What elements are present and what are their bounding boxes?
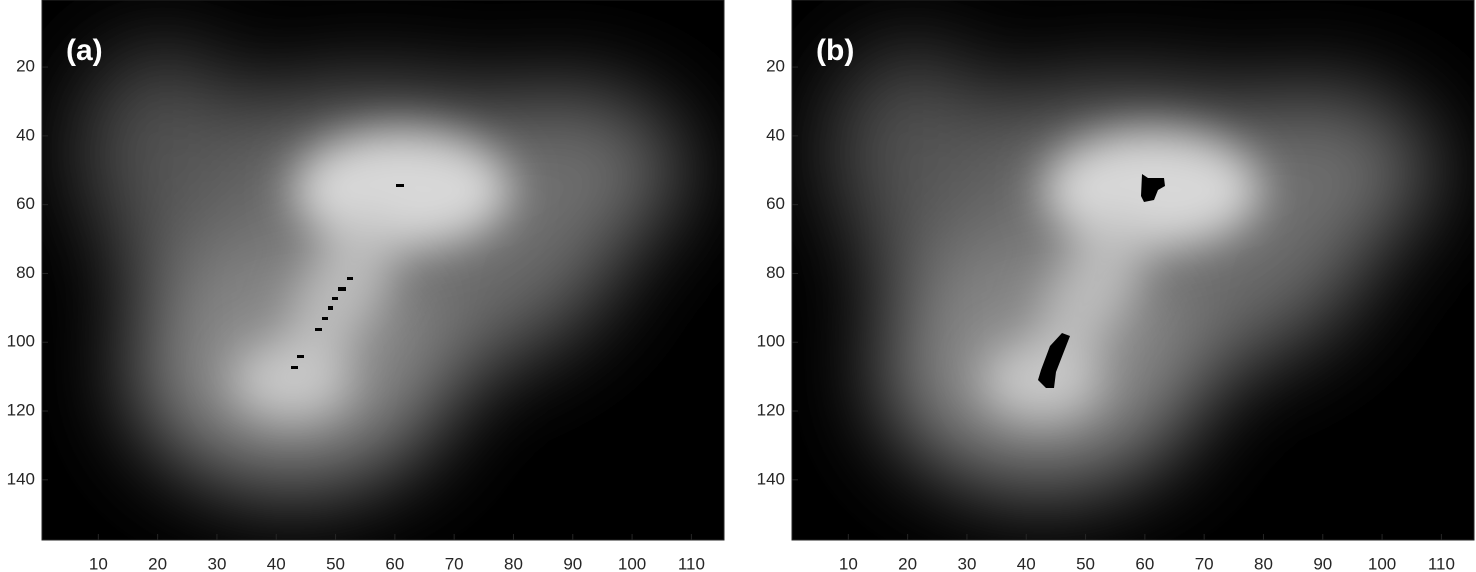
y-tick-label: 100	[757, 332, 785, 351]
panel-a: 10 20 30 40 50 60 70 80 90 100 110 20 40 60 80 100 120 14…	[7, 0, 725, 572]
y-tick-label: 100	[7, 332, 35, 351]
x-tick-label: 50	[326, 554, 345, 572]
y-tick-label: 40	[766, 125, 785, 144]
y-tick-label: 80	[16, 263, 35, 282]
y-tick-label: 120	[7, 401, 35, 420]
x-tick-label: 90	[563, 554, 582, 572]
x-tick-label: 30	[957, 554, 976, 572]
x-tick-label: 60	[1135, 554, 1154, 572]
panel-b: 10 20 30 40 50 60 70 80 90 100 110 20 40 60 80 100 120 14…	[757, 0, 1475, 572]
y-tick-label: 140	[757, 469, 785, 488]
x-tick-label: 10	[839, 554, 858, 572]
x-tick-label: 10	[89, 554, 108, 572]
y-tick-label: 80	[766, 263, 785, 282]
x-tick-label: 70	[445, 554, 464, 572]
y-tick-label: 40	[16, 125, 35, 144]
x-tick-label: 100	[1368, 554, 1396, 572]
x-tick-label: 110	[1428, 554, 1455, 572]
x-tick-label: 50	[1076, 554, 1095, 572]
x-tick-label: 100	[618, 554, 646, 572]
y-tick-label: 20	[16, 57, 35, 76]
panel-label: (a)	[66, 34, 103, 67]
x-tick-label: 80	[1254, 554, 1273, 572]
x-tick-label: 40	[1017, 554, 1036, 572]
x-tick-label: 70	[1195, 554, 1214, 572]
x-tick-label: 20	[148, 554, 167, 572]
panel-label: (b)	[816, 34, 854, 67]
x-tick-label: 80	[504, 554, 523, 572]
x-tick-label: 20	[898, 554, 917, 572]
y-tick-label: 140	[7, 469, 35, 488]
axes-box	[791, 0, 1475, 541]
y-tick-label: 120	[757, 401, 785, 420]
x-tick-label: 40	[267, 554, 286, 572]
x-tick-label: 60	[385, 554, 404, 572]
y-tick-label: 60	[16, 194, 35, 213]
x-tick-label: 110	[678, 554, 705, 572]
y-tick-label: 60	[766, 194, 785, 213]
y-tick-label: 20	[766, 57, 785, 76]
axes-box	[41, 0, 725, 541]
x-tick-label: 90	[1313, 554, 1332, 572]
x-tick-label: 30	[207, 554, 226, 572]
